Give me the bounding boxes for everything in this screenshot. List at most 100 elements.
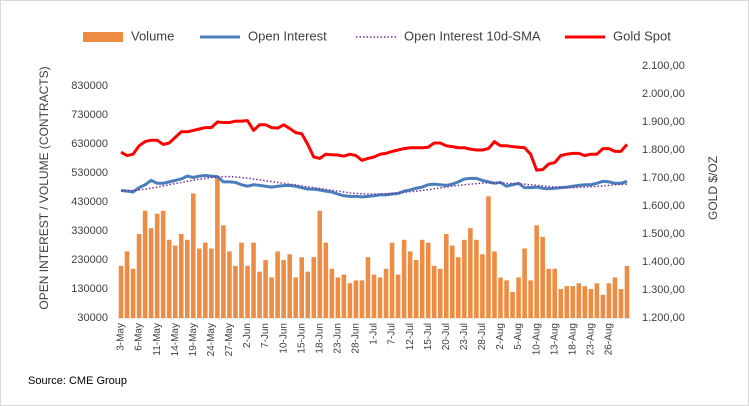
- legend: Volume Open Interest Open Interest 10d-SMA…: [83, 28, 671, 43]
- source-note: Source: CME Group: [28, 375, 127, 387]
- bar: [395, 274, 401, 318]
- x-tick-label: 1-Jul: [369, 323, 380, 345]
- bar: [166, 239, 172, 318]
- bar: [239, 242, 244, 318]
- bar: [203, 242, 208, 318]
- y-tick-label: 730000: [71, 109, 108, 121]
- bar: [335, 277, 341, 318]
- bar: [468, 228, 473, 318]
- legend-label: Volume: [131, 28, 174, 43]
- x-tick-label: 18-Jun: [314, 323, 325, 354]
- bar: [377, 277, 383, 318]
- x-tick-label: 28-Jun: [351, 323, 362, 354]
- bar: [136, 234, 142, 318]
- x-tick-label: 18-Aug: [567, 323, 578, 355]
- y2-tick-label: 1.900,00: [642, 116, 685, 128]
- bar: [227, 251, 232, 318]
- x-tick-label: 2-Aug: [495, 323, 506, 350]
- x-tick-label: 10-Jun: [278, 323, 289, 354]
- bar: [546, 268, 551, 318]
- bar: [407, 251, 413, 318]
- y2-tick-label: 1.500,00: [642, 228, 685, 240]
- x-tick-label: 6-May: [134, 323, 145, 351]
- bar: [215, 176, 220, 318]
- bar: [287, 254, 292, 318]
- bar: [347, 283, 353, 318]
- bar: [588, 289, 594, 318]
- bar: [431, 265, 437, 318]
- y2-tick-label: 1.700,00: [642, 172, 685, 184]
- bar: [480, 254, 485, 318]
- bar: [540, 236, 545, 318]
- bar: [564, 286, 570, 318]
- y-tick-label: 630000: [71, 138, 108, 150]
- bar: [618, 289, 624, 318]
- line-series: [121, 175, 628, 195]
- bar: [118, 265, 124, 318]
- bar: [443, 234, 449, 318]
- bar: [552, 268, 557, 318]
- bar: [371, 274, 377, 318]
- y2-tick-label: 1.600,00: [642, 200, 685, 212]
- line-series: [120, 173, 628, 199]
- bar: [317, 210, 323, 318]
- y-tick-label: 830000: [71, 80, 108, 92]
- y2-tick-label: 2.100,00: [642, 60, 685, 72]
- x-tick-label: 10-Aug: [531, 323, 542, 355]
- y2-tick-label: 1.300,00: [642, 284, 685, 296]
- bar: [522, 248, 527, 318]
- bar: [359, 280, 365, 318]
- x-tick-label: 5-Aug: [513, 323, 524, 350]
- y-axis-label: OPEN INTEREST / VOLUME (CONTRACTS): [37, 66, 51, 309]
- y-tick-label: 230000: [71, 254, 108, 266]
- y-tick-label: 430000: [71, 196, 108, 208]
- x-tick-label: 26-Aug: [604, 323, 615, 355]
- bar: [474, 239, 479, 318]
- bar: [281, 260, 286, 318]
- y2-axis-label: GOLD $/OZ: [706, 156, 720, 220]
- legend-label: Open Interest: [248, 28, 327, 43]
- legend-swatch: [83, 32, 123, 42]
- x-tick-label: 15-Jul: [423, 323, 434, 350]
- bar: [257, 271, 262, 318]
- y-tick-label: 130000: [71, 283, 108, 295]
- bar: [486, 196, 491, 318]
- bar: [251, 242, 256, 318]
- y2-tick-label: 1.200,00: [642, 312, 685, 324]
- x-tick-label: 3-May: [116, 323, 127, 351]
- bar: [456, 257, 461, 318]
- legend-label: Gold Spot: [613, 28, 671, 43]
- bar: [353, 280, 359, 318]
- bar: [130, 268, 136, 318]
- bar: [498, 277, 503, 318]
- x-tick-label: 7-Jul: [387, 323, 398, 345]
- bar: [275, 251, 280, 318]
- x-tick-label: 19-May: [188, 323, 199, 356]
- bar: [341, 274, 347, 318]
- x-tick-label: 7-Jun: [260, 323, 271, 348]
- y-tick-label: 30000: [77, 312, 108, 324]
- bar: [329, 268, 335, 318]
- x-tick-label: 13-Aug: [549, 323, 560, 355]
- bar: [184, 239, 190, 318]
- bar: [600, 294, 606, 318]
- y2-tick-label: 2.000,00: [642, 88, 685, 100]
- bar: [299, 257, 305, 318]
- x-tick-label: 15-Jun: [296, 323, 307, 354]
- bar: [269, 277, 274, 318]
- bar: [516, 277, 521, 318]
- bar: [401, 239, 407, 318]
- bar: [582, 286, 588, 318]
- x-tick-label: 27-May: [224, 323, 235, 356]
- bar: [160, 210, 166, 318]
- x-tick-label: 11-May: [152, 323, 163, 356]
- bar: [233, 265, 238, 318]
- bar: [570, 286, 576, 318]
- x-tick-label: 23-Aug: [585, 323, 596, 355]
- bar: [624, 265, 630, 318]
- y2-tick-label: 1.400,00: [642, 256, 685, 268]
- x-tick-label: 20-Jul: [441, 323, 452, 350]
- bar: [124, 251, 130, 318]
- line-series: [120, 119, 629, 172]
